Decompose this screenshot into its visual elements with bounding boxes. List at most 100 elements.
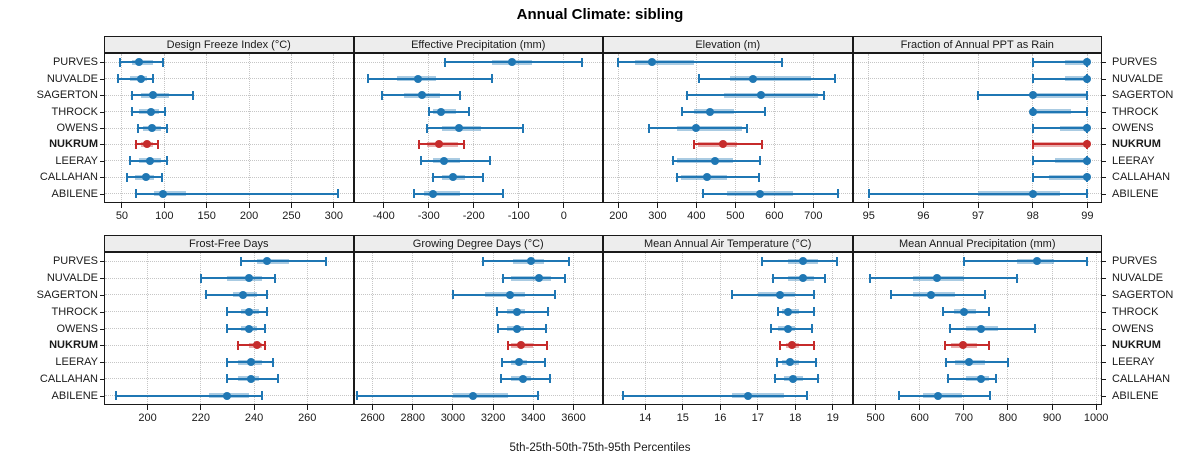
median-dot [244,307,253,316]
whisker-line [946,361,1008,364]
whisker-cap [490,74,493,84]
whisker-line [498,327,547,330]
chart-title: Annual Climate: sibling [516,6,684,23]
station-label-right: THROCK [1112,305,1159,318]
median-dot [1028,189,1037,198]
whisker-cap [380,90,383,100]
whisker-cap [501,357,504,367]
tick-label: -300 [417,210,440,222]
whisker-line [869,277,1017,280]
whisker-cap [759,156,762,166]
edge-tick-right [1102,261,1106,263]
tick-label: 98 [1026,210,1039,222]
axis-tick [306,405,308,410]
edge-tick-right [1102,362,1106,364]
tick-label: 150 [197,210,216,222]
grid-line-h [105,78,353,80]
station-label-right: NUVALDE [1112,272,1164,285]
edge-tick-right [1102,193,1106,195]
station-label-left: OWENS [56,322,98,335]
station-label-left: ABILENE [51,187,98,200]
edge-tick-left [100,177,104,179]
grid-line-h [853,111,1101,113]
whisker-cap [274,273,277,283]
station-label-right: THROCK [1112,105,1159,118]
whisker-cap [537,391,540,401]
tick-label: 200 [239,210,259,222]
grid-line-h [354,143,602,145]
whisker-cap [867,189,870,199]
iqr-band [424,191,461,197]
whisker-cap [137,123,140,133]
axis-tick [518,203,520,208]
station-label-right: ABILENE [1112,187,1159,200]
edge-tick-right [1102,378,1106,380]
station-label-left: NUKRUM [49,339,98,352]
whisker-cap [672,156,675,166]
panel [104,53,354,203]
axis-tick [452,405,454,410]
whisker-cap [468,107,471,117]
tick-label: 260 [298,412,317,424]
iqr-band [1032,109,1071,115]
whisker-line [426,127,524,129]
grid-line-h [604,311,852,313]
iqr-band [1060,125,1088,131]
iqr-band [511,275,552,281]
panel-header: Design Freeze Index (°C) [104,36,354,53]
whisker-cap [462,139,465,149]
whisker-line [508,344,548,347]
tick-label: 15 [676,412,689,424]
whisker-line [945,344,989,347]
median-dot [785,358,794,367]
median-dot [703,173,712,182]
median-dot [1028,91,1037,100]
whisker-line [136,192,339,195]
tick-label: 700 [804,210,823,222]
tick-label: 600 [910,412,929,424]
axis-tick [757,405,759,410]
whisker-cap [119,57,122,67]
whisker-line [1032,61,1088,64]
whisker-cap [779,340,782,350]
whisker-cap [813,307,815,317]
median-dot [1083,173,1092,182]
grid-line-h [354,94,602,96]
whisker-cap [226,324,229,333]
panel [353,252,603,405]
whisker-cap [500,374,503,384]
panel [104,252,354,405]
edge-tick-left [100,128,104,129]
tick-label: 99 [1081,210,1094,222]
edge-tick-left [100,378,104,380]
whisker-cap [502,273,505,283]
median-dot [527,257,536,266]
whisker-cap [276,374,279,384]
tick-label: 900 [1042,412,1062,424]
edge-tick-right [1102,95,1106,97]
edge-tick-left [100,111,104,113]
whisker-line [503,277,566,280]
whisker-line [483,260,570,263]
whisker-cap [868,273,871,283]
panel [353,53,603,203]
edge-tick-right [1102,111,1106,113]
median-dot [1083,74,1092,83]
axis-tick [253,405,255,410]
median-dot [418,91,426,100]
whisker-cap [897,391,900,401]
whisker-cap [417,139,420,149]
iqr-band [1054,158,1088,164]
median-dot [1083,124,1092,132]
tick-label: 14 [639,412,652,424]
station-label-right: NUKRUM [1112,339,1161,352]
median-dot [263,257,272,266]
grid-line-h [853,127,1101,129]
axis-tick [1032,203,1034,208]
axis-tick [1095,405,1097,410]
grid-line-h [105,344,353,346]
whisker-line [676,176,759,179]
grid-line-h [853,160,1101,162]
edge-tick-left [100,311,104,313]
